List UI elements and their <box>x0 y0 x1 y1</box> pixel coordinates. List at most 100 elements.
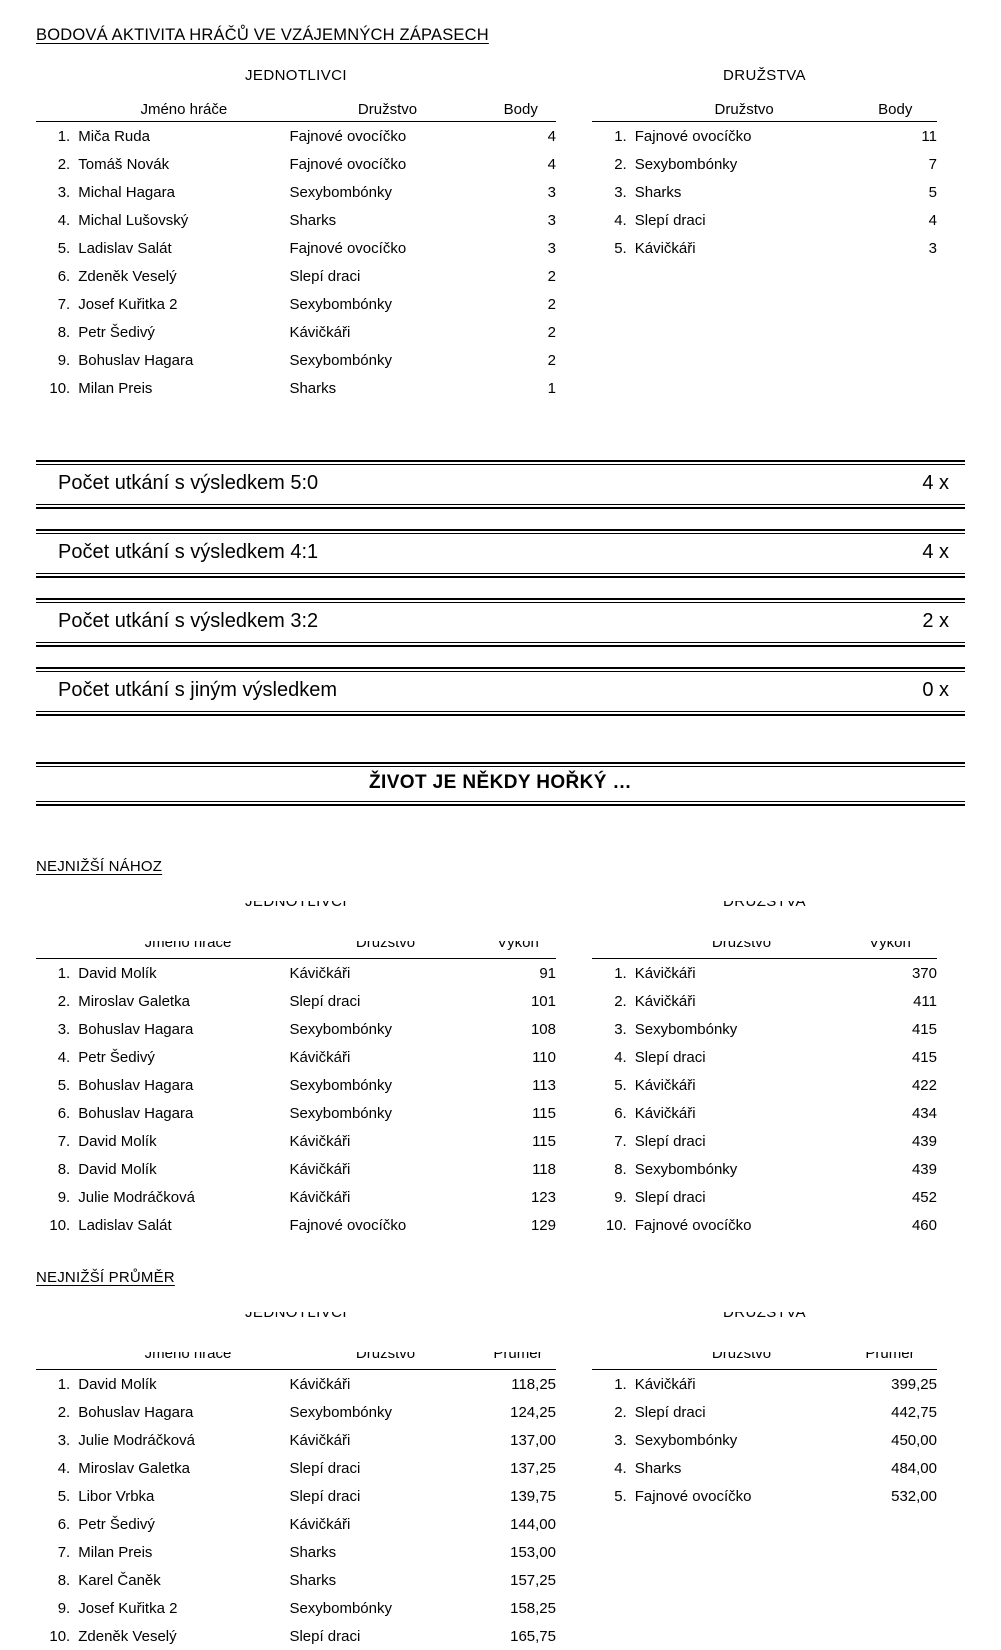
cell-team: Sexybombónky <box>634 155 738 173</box>
match-count-rule-bottom-inner <box>36 573 965 574</box>
table-row: 3. Julie Modráčková Kávičkáři 137,00 <box>36 1426 556 1454</box>
match-count-rule-top <box>36 529 965 531</box>
lowest-average-section: NEJNIŽŠÍ PRŮMĚR JEDNOTLIVCI Jméno hráče … <box>36 1269 965 1650</box>
cell-player-name: Libor Vrbka <box>78 1487 155 1505</box>
cell-rank: 8. <box>57 1160 71 1178</box>
cell-team: Sexybombónky <box>289 1076 392 1094</box>
header-points: Body <box>485 101 556 122</box>
cell-value: 422 <box>911 1076 937 1094</box>
cell-player-name: David Molík <box>78 1375 157 1393</box>
cell-team: Kávičkáři <box>634 1375 696 1393</box>
caption-teams: DRUŽSTVA <box>723 901 806 910</box>
cell-team: Sharks <box>289 1543 337 1561</box>
lowest-throw-teams-table: 1. Kávičkáři 370 2. Kávičkáři 411 3. Sexybombón… <box>592 959 937 1239</box>
header-player-name: Jméno hráče <box>78 101 290 122</box>
cell-value: 484,00 <box>891 1459 937 1477</box>
lowest-average-teams-column: DRUŽSTVA Družstvo Průměr 1. Kávičkáři 399,… <box>592 1312 937 1650</box>
cell-team: Slepí draci <box>289 267 361 285</box>
table-header-row: Jméno hráče Družstvo Body <box>36 101 556 122</box>
lowest-average-heading: NEJNIŽŠÍ PRŮMĚR <box>36 1269 175 1286</box>
cell-team: Fajnové ovocíčko <box>289 1216 407 1234</box>
cell-player-name: Bohuslav Hagara <box>78 1076 194 1094</box>
header-rule <box>36 958 556 959</box>
cell-team: Slepí draci <box>289 992 361 1010</box>
points-individuals-column: JEDNOTLIVCI Jméno hráče Družstvo Body 1.… <box>36 67 556 402</box>
cell-player-name: David Molík <box>78 1160 157 1178</box>
match-count-value: 2 x <box>922 610 949 632</box>
cell-rank: 10. <box>49 379 71 397</box>
cell-value: 434 <box>911 1104 937 1122</box>
cell-value: 11 <box>921 127 937 145</box>
caption-individuals: JEDNOTLIVCI <box>245 1312 347 1321</box>
match-count-block: Počet utkání s výsledkem 5:0 4 x <box>36 460 965 509</box>
match-count-label: Počet utkání s výsledkem 3:2 <box>58 610 319 632</box>
cell-player-name: Bohuslav Hagara <box>78 1104 194 1122</box>
cell-player-name: Miča Ruda <box>78 127 150 145</box>
cell-player-name: Zdeněk Veselý <box>78 1627 177 1645</box>
header-team: Družstvo <box>711 941 772 951</box>
cell-rank: 9. <box>57 1599 71 1617</box>
header-rank <box>36 101 79 122</box>
cell-value: 3 <box>547 183 556 201</box>
cell-value: 460 <box>911 1216 937 1234</box>
cell-team: Sexybombónky <box>634 1160 738 1178</box>
table-row: 1. David Molík Kávičkáři 91 <box>36 959 556 987</box>
cell-team: Fajnové ovocíčko <box>289 155 407 173</box>
table-row: 10. Zdeněk Veselý Slepí draci 165,75 <box>36 1622 556 1650</box>
cell-rank: 8. <box>57 1571 71 1589</box>
lowest-throw-individuals-header: Jméno hráče Družstvo Výkon <box>36 941 556 958</box>
cell-team: Slepí draci <box>634 1403 706 1421</box>
cell-team: Sexybombónky <box>289 1403 392 1421</box>
cell-team: Fajnové ovocíčko <box>289 127 407 145</box>
table-row: 10. Fajnové ovocíčko 460 <box>592 1211 937 1239</box>
cell-team: Slepí draci <box>634 1188 706 1206</box>
cell-team: Sharks <box>634 183 682 201</box>
match-count-block: Počet utkání s výsledkem 4:1 4 x <box>36 529 965 578</box>
cell-rank: 1. <box>57 1375 71 1393</box>
table-row: 6. Petr Šedivý Kávičkáři 144,00 <box>36 1510 556 1538</box>
cell-rank: 5. <box>614 1076 627 1094</box>
table-row: 8. David Molík Kávičkáři 118 <box>36 1155 556 1183</box>
cell-team: Fajnové ovocíčko <box>289 239 407 257</box>
cell-player-name: Julie Modráčková <box>78 1188 195 1206</box>
header-rule <box>36 1369 556 1370</box>
table-row: 2. Slepí draci 442,75 <box>592 1398 937 1426</box>
match-count-spacer <box>36 509 965 529</box>
table-row: 3. Bohuslav Hagara Sexybombónky 108 <box>36 1015 556 1043</box>
cell-rank: 6. <box>57 267 71 285</box>
header-average: Průměr <box>493 1352 543 1362</box>
cell-rank: 1. <box>57 964 71 982</box>
cell-rank: 1. <box>614 964 627 982</box>
table-row: 5. Libor Vrbka Slepí draci 139,75 <box>36 1482 556 1510</box>
lowest-throw-heading: NEJNIŽŠÍ NÁHOZ <box>36 858 163 875</box>
table-row: 8. Petr Šedivý Kávičkáři 2 <box>36 318 556 346</box>
cell-value: 439 <box>911 1132 937 1150</box>
cell-rank: 9. <box>614 1188 627 1206</box>
table-row: 7. Milan Preis Sharks 153,00 <box>36 1538 556 1566</box>
table-row: 5. Kávičkáři 3 <box>592 234 937 262</box>
cell-player-name: David Molík <box>78 1132 157 1150</box>
cell-value: 3 <box>928 239 937 257</box>
cell-rank: 5. <box>614 239 627 257</box>
points-teams-body: 1. Fajnové ovocíčko 11 2. Sexybombónky 7 3. Sha… <box>592 122 937 263</box>
cell-rank: 10. <box>49 1627 71 1645</box>
cell-team: Kávičkáři <box>289 323 351 341</box>
match-count-rule-bottom <box>36 645 965 647</box>
match-count-row: Počet utkání s výsledkem 4:1 4 x <box>36 534 965 573</box>
cell-value: 3 <box>547 239 556 257</box>
cell-rank: 2. <box>614 992 627 1010</box>
match-count-rule-bottom-inner <box>36 642 965 643</box>
match-count-label: Počet utkání s jiným výsledkem <box>58 679 337 701</box>
table-row: 1. Kávičkáři 370 <box>592 959 937 987</box>
cell-team: Kávičkáři <box>289 1160 351 1178</box>
match-count-rule-bottom <box>36 507 965 509</box>
cell-team: Sexybombónky <box>289 1599 392 1617</box>
cell-team: Sharks <box>634 1459 682 1477</box>
page-title: BODOVÁ AKTIVITA HRÁČŮ VE VZÁJEMNÝCH ZÁPA… <box>36 26 489 44</box>
cell-team: Kávičkáři <box>634 239 696 257</box>
cell-team: Fajnové ovocíčko <box>634 127 752 145</box>
cell-rank: 3. <box>614 1431 627 1449</box>
match-counts-section: Počet utkání s výsledkem 5:0 4 x Počet utk… <box>36 460 965 716</box>
cell-team: Slepí draci <box>289 1627 361 1645</box>
lowest-throw-section: NEJNIŽŠÍ NÁHOZ JEDNOTLIVCI Jméno hráče D… <box>36 858 965 1239</box>
